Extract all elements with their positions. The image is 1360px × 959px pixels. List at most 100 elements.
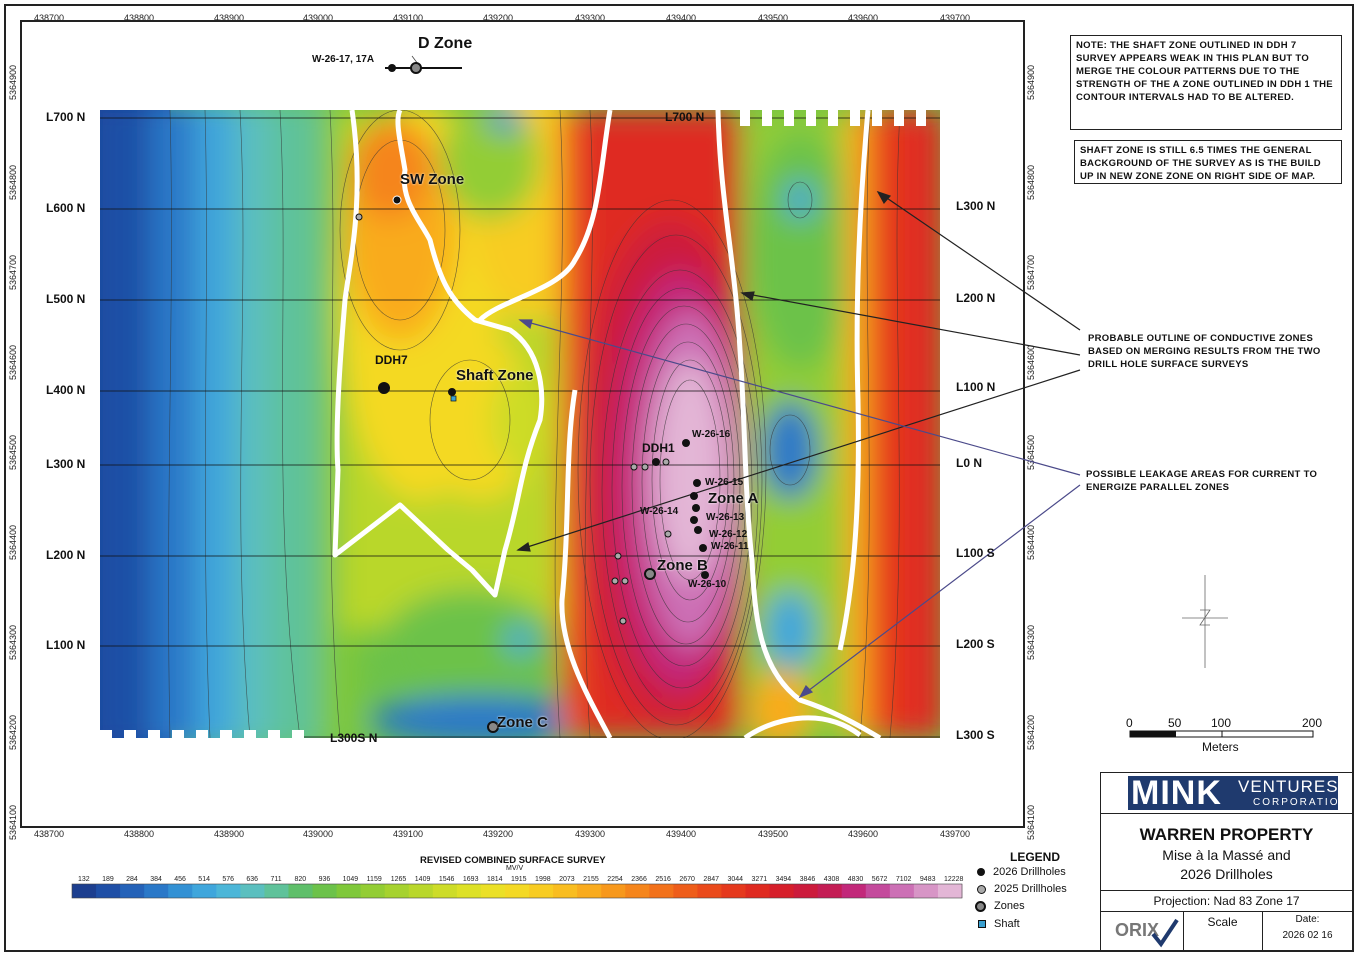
easting-label: 439100 bbox=[393, 13, 424, 23]
colorbar-value-label: 12228 bbox=[943, 876, 964, 883]
line-label-left: L100 N bbox=[46, 638, 86, 652]
colorbar-swatch bbox=[72, 884, 97, 898]
colorbar-swatch bbox=[553, 884, 578, 898]
easting-label: 439600 bbox=[848, 829, 879, 839]
colorbar-value-label: 2073 bbox=[559, 876, 575, 883]
colorbar-swatch bbox=[96, 884, 121, 898]
colorbar-swatch bbox=[769, 884, 795, 898]
legend-item-2026: 2026 Drillholes bbox=[977, 866, 1066, 878]
hole-label-ddh7[interactable]: DDH7 bbox=[375, 353, 408, 367]
line-label-right: L200 N bbox=[956, 291, 996, 305]
colorbar-swatch bbox=[480, 884, 506, 898]
hole-label-w2611[interactable]: W-26-11 bbox=[711, 541, 749, 552]
colorbar-value-label: 820 bbox=[294, 876, 307, 883]
hole-label-w2610[interactable]: W-26-10 bbox=[688, 579, 727, 590]
colorbar-swatch bbox=[841, 884, 867, 898]
orix-logo-text: ORIX bbox=[1115, 920, 1160, 940]
colorbar-swatch bbox=[264, 884, 289, 898]
colorbar-swatch bbox=[384, 884, 410, 898]
hole-label-w2614[interactable]: W-26-14 bbox=[640, 506, 679, 517]
hole-label-w2612[interactable]: W-26-12 bbox=[709, 529, 748, 540]
easting-label: 439200 bbox=[483, 829, 514, 839]
colorbar-swatch bbox=[120, 884, 145, 898]
zone-label-shaft[interactable]: Shaft Zone bbox=[456, 367, 534, 384]
legend-title: LEGEND bbox=[1010, 850, 1061, 864]
date-value: 2026 02 16 bbox=[1282, 930, 1333, 941]
colorbar-value-label: 1915 bbox=[511, 876, 527, 883]
line-label-right: L0 N bbox=[956, 456, 983, 470]
hole-label-w2615[interactable]: W-26-15 bbox=[705, 477, 744, 488]
colorbar-value-label: 3044 bbox=[727, 876, 744, 883]
line-label-right: L100 S bbox=[956, 546, 995, 560]
colorbar-value-label: 3494 bbox=[775, 876, 792, 883]
line-label-right: L300 S bbox=[956, 728, 995, 742]
zone-label-a[interactable]: Zone A bbox=[708, 490, 759, 507]
colorbar-swatch bbox=[673, 884, 698, 898]
colorbar-value-label: 384 bbox=[150, 876, 162, 883]
line-label-left: L500 N bbox=[46, 292, 86, 306]
logo-sub1: VENTURES bbox=[1238, 777, 1339, 796]
colorbar-swatch bbox=[456, 884, 482, 898]
drillhole-markers bbox=[355, 195, 709, 733]
hole-label-w2616[interactable]: W-26-16 bbox=[692, 429, 731, 440]
logo-main: MINK bbox=[1131, 774, 1222, 812]
page-border bbox=[4, 4, 1354, 952]
easting-label: 438700 bbox=[34, 829, 65, 839]
note-background: SHAFT ZONE IS STILL 6.5 TIMES THE GENERA… bbox=[1074, 140, 1342, 184]
colorbar-value-label: 1409 bbox=[414, 876, 431, 883]
colorbar-swatch bbox=[937, 884, 963, 898]
easting-label: 439700 bbox=[940, 829, 971, 839]
line-label-right: L200 S bbox=[956, 637, 995, 651]
colorbar-swatch bbox=[168, 884, 193, 898]
legend-zone-icon bbox=[975, 900, 986, 912]
colorbar bbox=[71, 883, 963, 899]
line-label-left: L200 N bbox=[46, 548, 86, 562]
easting-label: 439400 bbox=[666, 13, 697, 23]
colorbar-swatch bbox=[601, 884, 626, 898]
colorbar-swatch bbox=[865, 884, 891, 898]
legend-item-shaft: Shaft bbox=[978, 918, 1020, 930]
easting-label: 439700 bbox=[940, 13, 971, 23]
line-label-left: L400 N bbox=[46, 383, 86, 397]
colorbar-value-label: 1814 bbox=[486, 876, 503, 883]
d-zone-marker bbox=[410, 62, 422, 74]
projection: Projection: Nad 83 Zone 17 bbox=[1101, 890, 1352, 912]
legend-label: 2025 Drillholes bbox=[994, 883, 1067, 895]
zone-label-sw[interactable]: SW Zone bbox=[400, 171, 465, 188]
zone-label-d[interactable]: D Zone bbox=[418, 35, 473, 52]
line-label-left: L600 N bbox=[46, 201, 86, 215]
colorbar-swatch bbox=[192, 884, 217, 898]
hole-label-w2617[interactable]: W-26-17, 17A bbox=[312, 54, 375, 65]
colorbar-value-label: 1998 bbox=[535, 876, 551, 883]
scale-bar bbox=[1129, 730, 1314, 738]
orix-check-icon bbox=[1151, 918, 1179, 948]
colorbar-value-label: 514 bbox=[198, 876, 210, 883]
hole-label-w2613[interactable]: W-26-13 bbox=[706, 512, 745, 523]
colorbar-value-label: 4830 bbox=[847, 876, 864, 883]
colorbar-swatch bbox=[432, 884, 458, 898]
colorbar-value-label: 2670 bbox=[679, 876, 695, 883]
easting-label: 439000 bbox=[303, 829, 334, 839]
conductive-zone-outlines bbox=[332, 108, 882, 741]
legend-item-zones: Zones bbox=[975, 900, 1025, 912]
colorbar-value-label: 189 bbox=[102, 876, 114, 883]
colorbar-value-label: 711 bbox=[270, 876, 282, 883]
colorbar-value-label: 1546 bbox=[438, 876, 455, 883]
scale-tick-200: 200 bbox=[1302, 716, 1323, 730]
property-title: WARREN PROPERTY bbox=[1139, 825, 1314, 844]
colorbar-value-label: 1265 bbox=[390, 876, 407, 883]
colorbar-swatch bbox=[360, 884, 386, 898]
property-subtitle-1: Mise à la Massé and bbox=[1162, 847, 1291, 863]
property-subtitle-2: 2026 Drillholes bbox=[1180, 866, 1273, 882]
colorbar-swatch bbox=[240, 884, 265, 898]
colorbar-value-label: 9483 bbox=[919, 876, 936, 883]
line-label-right: L100 N bbox=[956, 380, 996, 394]
note-shaft-zone: NOTE: THE SHAFT ZONE OUTLINED IN DDH 7 S… bbox=[1070, 35, 1342, 130]
callout-leakage: POSSIBLE LEAKAGE AREAS FOR CURRENT TO EN… bbox=[1086, 469, 1318, 493]
hole-label-ddh1[interactable]: DDH1 bbox=[642, 441, 675, 455]
zone-label-c[interactable]: Zone C bbox=[497, 714, 548, 731]
colorbar-swatch bbox=[529, 884, 554, 898]
zone-label-b[interactable]: Zone B bbox=[657, 557, 708, 574]
colorbar-value-label: 936 bbox=[318, 876, 331, 883]
